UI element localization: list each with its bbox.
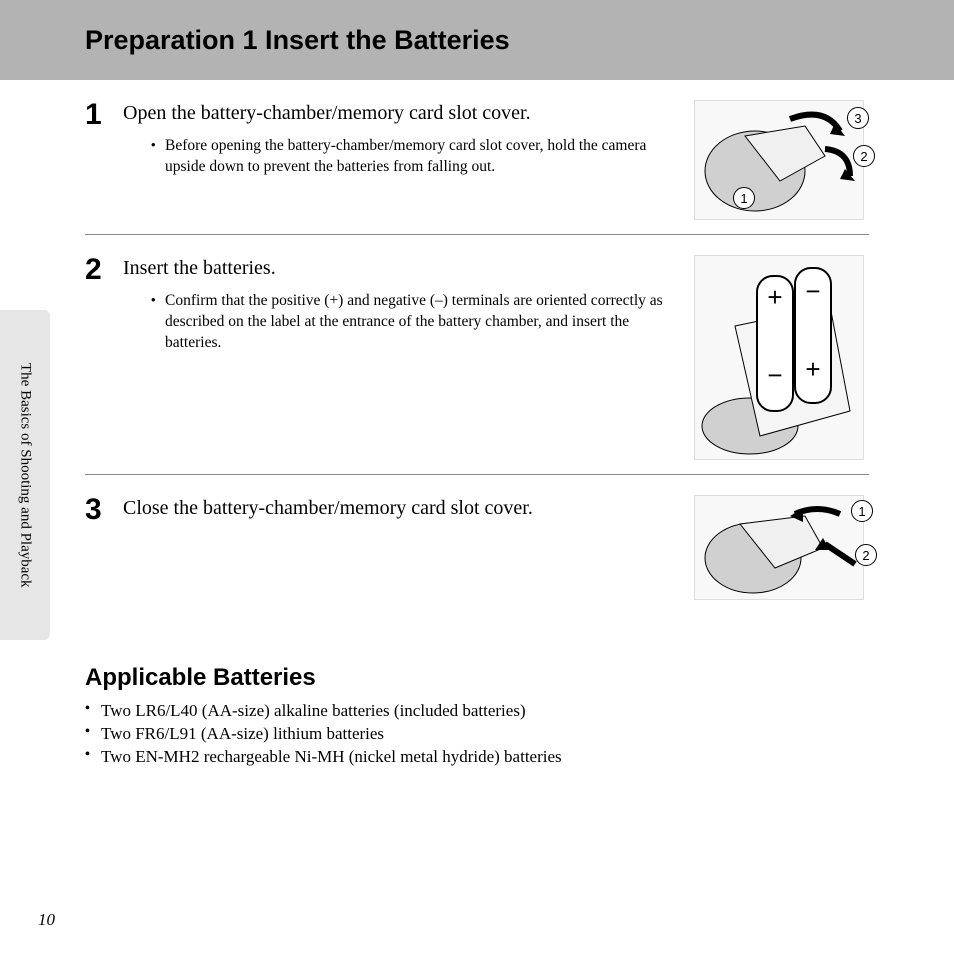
step-diagram: 1 2 <box>689 495 869 600</box>
step-diagram: 3 2 1 <box>689 100 869 220</box>
step-bullet: Before opening the battery-chamber/memor… <box>151 136 677 178</box>
callout-3: 3 <box>847 107 869 129</box>
close-cover-diagram: 1 2 <box>694 495 864 600</box>
open-cover-diagram: 3 2 1 <box>694 100 864 220</box>
page-title: Preparation 1 Insert the Batteries <box>85 25 510 56</box>
step-body: Open the battery-chamber/memory card slo… <box>123 100 869 220</box>
callout-2: 2 <box>855 544 877 566</box>
callout-2: 2 <box>853 145 875 167</box>
svg-text:+: + <box>805 354 820 384</box>
step-body: Close the battery-chamber/memory card sl… <box>123 495 869 600</box>
section-bullet: Two FR6/L91 (AA-size) lithium batteries <box>85 723 869 746</box>
svg-text:+: + <box>767 282 782 312</box>
section-bullet: Two LR6/L40 (AA-size) alkaline batteries… <box>85 700 869 723</box>
page-number: 10 <box>38 910 55 930</box>
step-title: Close the battery-chamber/memory card sl… <box>123 495 677 521</box>
callout-1: 1 <box>851 500 873 522</box>
step-text: Close the battery-chamber/memory card sl… <box>123 495 677 600</box>
step-number: 3 <box>85 495 111 600</box>
step-bullet: Confirm that the positive (+) and negati… <box>151 291 677 354</box>
step-title: Insert the batteries. <box>123 255 677 281</box>
step-title: Open the battery-chamber/memory card slo… <box>123 100 677 126</box>
svg-text:−: − <box>767 360 782 390</box>
content-area: 1 Open the battery-chamber/memory card s… <box>0 80 954 769</box>
step-bullets: Before opening the battery-chamber/memor… <box>123 136 677 178</box>
step-number: 2 <box>85 255 111 460</box>
callout-1: 1 <box>733 187 755 209</box>
step-number: 1 <box>85 100 111 220</box>
insert-batteries-diagram: + − − + <box>694 255 864 460</box>
step-text: Open the battery-chamber/memory card slo… <box>123 100 677 220</box>
section-bullets: Two LR6/L40 (AA-size) alkaline batteries… <box>85 700 869 769</box>
step-2: 2 Insert the batteries. Confirm that the… <box>85 235 869 475</box>
step-body: Insert the batteries. Confirm that the p… <box>123 255 869 460</box>
header-bar: Preparation 1 Insert the Batteries <box>0 0 954 80</box>
step-3: 3 Close the battery-chamber/memory card … <box>85 475 869 614</box>
step-diagram: + − − + <box>689 255 869 460</box>
section-bullet: Two EN-MH2 rechargeable Ni-MH (nickel me… <box>85 746 869 769</box>
step-bullets: Confirm that the positive (+) and negati… <box>123 291 677 354</box>
step-1: 1 Open the battery-chamber/memory card s… <box>85 80 869 235</box>
svg-text:−: − <box>805 276 820 306</box>
step-text: Insert the batteries. Confirm that the p… <box>123 255 677 460</box>
section-title: Applicable Batteries <box>85 664 869 692</box>
